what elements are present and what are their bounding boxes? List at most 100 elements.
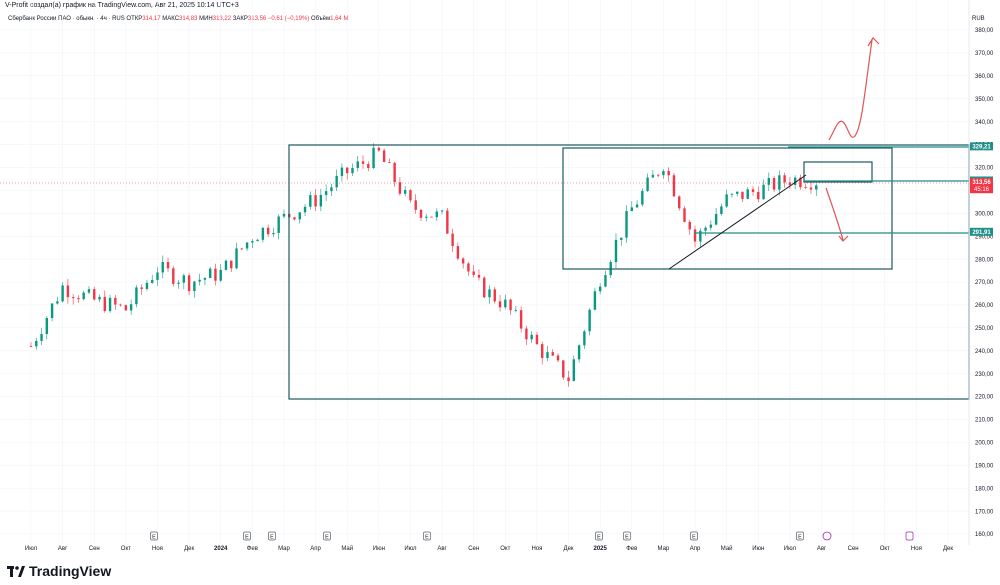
x-tick-label: Июл xyxy=(25,546,38,552)
candle-body xyxy=(651,174,655,178)
candle-body xyxy=(398,182,402,194)
low-value: 313,22 xyxy=(212,16,232,22)
y-tick-label: 370,00 xyxy=(975,51,994,57)
earnings-event-marker xyxy=(690,531,698,541)
candle-body xyxy=(87,289,91,293)
candle-body xyxy=(198,279,201,282)
candle-body xyxy=(40,334,43,341)
x-tick-label: Мар xyxy=(278,546,290,552)
x-tick-label: Июл xyxy=(784,546,797,552)
candle-body xyxy=(472,271,475,275)
candle-body xyxy=(477,274,481,278)
candle-body xyxy=(720,206,723,214)
candles xyxy=(29,143,818,387)
candle-body xyxy=(667,170,670,176)
y-tick-label: 220,00 xyxy=(975,395,994,401)
y-tick-label: 350,00 xyxy=(975,97,994,103)
dividend-event-icon xyxy=(822,531,832,541)
y-tick-label: 170,00 xyxy=(975,509,994,515)
currency-label[interactable]: RUB xyxy=(972,16,985,22)
candle-body xyxy=(730,193,734,195)
candle-body xyxy=(451,233,454,247)
tradingview-brand[interactable]: TradingView xyxy=(7,563,111,579)
candle-body xyxy=(783,175,786,183)
high-label: МАКС xyxy=(162,16,180,22)
x-tick-label: Авг xyxy=(817,546,827,552)
last-price-countdown: 45:16 xyxy=(974,187,990,193)
candle-body xyxy=(483,277,486,298)
candle-body xyxy=(598,286,602,292)
candle-body xyxy=(678,196,681,209)
candle-body xyxy=(625,211,628,238)
volume-value: 1,64 M xyxy=(330,16,349,22)
candle-body xyxy=(815,185,818,190)
candle-body xyxy=(298,212,301,220)
candle-body xyxy=(203,277,207,280)
x-tick-label: Ноя xyxy=(911,546,922,552)
chart-grid xyxy=(0,0,969,545)
y-tick-label: 200,00 xyxy=(975,441,994,447)
candle-body xyxy=(393,162,396,183)
earnings-event-marker xyxy=(150,531,158,541)
y-tick-label: 210,00 xyxy=(975,418,994,424)
candle-body xyxy=(351,167,354,174)
price-axis: 380,00370,00360,00350,00340,00330,00320,… xyxy=(968,0,994,545)
earnings-event-marker xyxy=(423,531,431,541)
candle-body xyxy=(272,232,275,235)
candle-body xyxy=(772,178,776,190)
x-tick-label: Ноя xyxy=(152,546,163,552)
candle-body xyxy=(467,263,470,272)
candle-body xyxy=(683,208,686,222)
symbol-name[interactable]: Сбербанк России ПАО · обыкн. · 4ч · RUS xyxy=(8,16,125,22)
price-label-box xyxy=(970,142,993,151)
y-tick-label: 180,00 xyxy=(975,486,994,492)
price-label-box xyxy=(970,178,993,194)
price-chart[interactable]: 380,00370,00360,00350,00340,00330,00320,… xyxy=(0,0,1000,556)
x-tick-label: Июл xyxy=(404,546,417,552)
price-label: 313,56 xyxy=(972,180,991,186)
candle-body xyxy=(704,227,707,231)
candle-body xyxy=(725,194,728,207)
candle-body xyxy=(166,261,170,269)
candle-body xyxy=(303,206,307,213)
candle-body xyxy=(367,163,370,169)
candle-body xyxy=(461,258,465,264)
candle-body xyxy=(330,187,333,192)
earnings-event-label: E xyxy=(425,535,429,541)
candle-body xyxy=(382,150,386,162)
candle-body xyxy=(82,292,85,300)
earnings-event-label: E xyxy=(270,535,274,541)
candle-body xyxy=(430,216,433,218)
candle-body xyxy=(546,352,549,359)
x-tick-label: Апр xyxy=(690,546,701,552)
candle-body xyxy=(208,268,212,278)
candle-body xyxy=(356,161,359,168)
earnings-event-marker xyxy=(323,531,331,541)
candle-body xyxy=(778,175,781,190)
candle-body xyxy=(604,275,607,287)
price-label: 329,21 xyxy=(972,144,991,150)
candle-body xyxy=(456,246,460,259)
candle-body xyxy=(377,147,381,151)
range-box-inner xyxy=(562,147,893,270)
candle-body xyxy=(699,230,702,242)
open-label: ОТКР xyxy=(126,16,143,22)
candle-body xyxy=(114,297,117,305)
earnings-event-label: E xyxy=(245,535,249,541)
earnings-event-marker xyxy=(623,531,631,541)
candle-body xyxy=(562,360,565,378)
candle-body xyxy=(672,175,676,197)
candle-body xyxy=(741,191,744,199)
earnings-event-marker xyxy=(268,531,276,541)
candle-body xyxy=(714,213,718,225)
candle-body xyxy=(493,289,496,302)
candle-body xyxy=(124,305,128,311)
y-tick-label: 260,00 xyxy=(975,303,994,309)
x-tick-label: Июн xyxy=(373,546,385,552)
x-tick-label: 2024 xyxy=(214,546,228,552)
x-tick-label: Сен xyxy=(89,546,100,552)
candle-body xyxy=(266,227,270,235)
earnings-event-label: E xyxy=(152,535,156,541)
y-tick-label: 360,00 xyxy=(975,74,994,80)
